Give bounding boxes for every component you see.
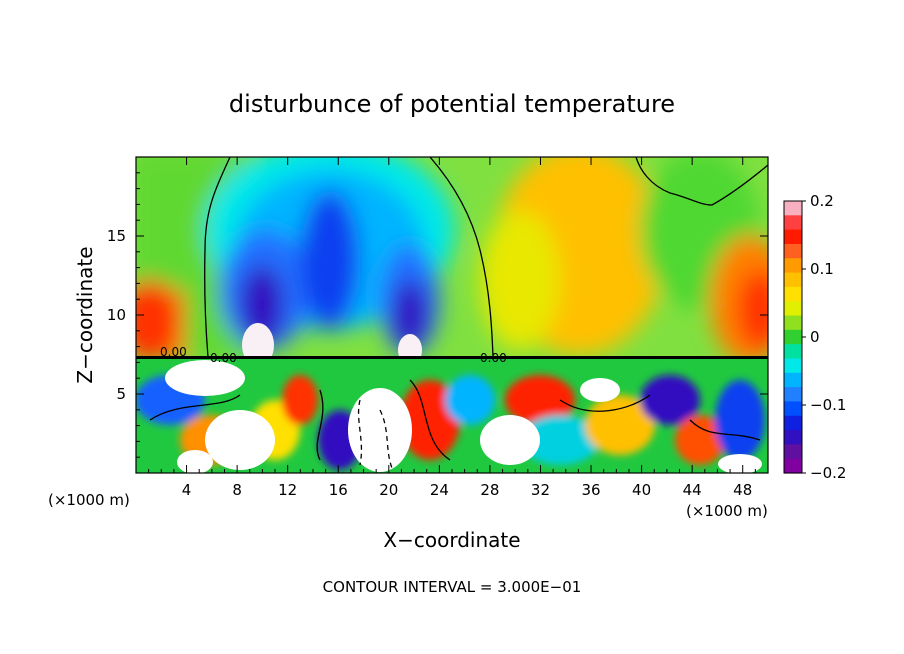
colorbar-swatch bbox=[784, 444, 802, 460]
x-tick-label: 44 bbox=[683, 481, 702, 499]
x-tick-label: 32 bbox=[531, 481, 550, 499]
contour-zero-upper-right bbox=[635, 157, 768, 206]
chart-title: disturbunce of potential temperature bbox=[229, 90, 675, 118]
colorbar-swatch bbox=[784, 372, 802, 388]
colorbar-swatch bbox=[784, 344, 802, 360]
colorbar-swatch bbox=[784, 329, 802, 345]
x-tick-label: 8 bbox=[232, 481, 242, 499]
colorbar-swatch bbox=[784, 415, 802, 431]
plot-area: 0.00 0.00 0.00 bbox=[136, 157, 768, 473]
layer-interface bbox=[136, 356, 768, 359]
contour-label: 0.00 bbox=[210, 351, 237, 365]
contour-lower-1 bbox=[149, 379, 761, 461]
x-tick-label: 12 bbox=[278, 481, 297, 499]
y-tick-label: 15 bbox=[107, 227, 126, 245]
colorbar-swatch bbox=[784, 358, 802, 374]
contour-lower-2 bbox=[357, 399, 393, 469]
neutral-regions bbox=[165, 360, 762, 473]
contour-lines bbox=[149, 157, 768, 469]
colorbar-swatch bbox=[784, 258, 802, 274]
contour-label: 0.00 bbox=[480, 351, 507, 365]
x-unit-left: (×1000 m) bbox=[48, 491, 130, 509]
contour-label: 0.00 bbox=[160, 345, 187, 359]
colorbar-swatch bbox=[784, 458, 802, 474]
x-tick-label: 28 bbox=[480, 481, 499, 499]
colorbar-tick-label: 0.2 bbox=[810, 192, 834, 210]
colorbar-tick-label: −0.2 bbox=[810, 464, 846, 482]
colorbar-ticks: 0.2 0.1 0 −0.1 −0.2 bbox=[802, 192, 846, 482]
colorbar-tick-label: 0.1 bbox=[810, 260, 834, 278]
colorbar bbox=[783, 200, 803, 474]
colorbar-swatch bbox=[784, 387, 802, 403]
colorbar-swatch bbox=[784, 243, 802, 259]
contour-labels: 0.00 0.00 0.00 bbox=[160, 345, 507, 365]
colorbar-swatch bbox=[784, 272, 802, 288]
colorbar-swatch bbox=[784, 301, 802, 317]
contour-zero-left bbox=[203, 157, 231, 358]
colorbar-swatch bbox=[784, 201, 802, 216]
colorbar-swatch bbox=[784, 430, 802, 445]
y-axis-ticks: 5 10 15 bbox=[107, 172, 768, 458]
x-axis-ticks: 4 8 12 16 20 24 28 32 36 40 44 48 bbox=[148, 157, 756, 499]
x-tick-label: 48 bbox=[733, 481, 752, 499]
y-tick-label: 5 bbox=[116, 385, 126, 403]
y-tick-label: 10 bbox=[107, 306, 126, 324]
contour-zero-mid bbox=[429, 157, 494, 358]
colorbar-tick-label: −0.1 bbox=[810, 396, 846, 414]
x-tick-label: 20 bbox=[379, 481, 398, 499]
x-tick-label: 16 bbox=[329, 481, 348, 499]
x-axis-label: X−coordinate bbox=[383, 528, 520, 552]
x-unit-right: (×1000 m) bbox=[686, 502, 768, 520]
colorbar-swatch bbox=[784, 401, 802, 417]
x-tick-label: 4 bbox=[182, 481, 192, 499]
y-axis-label: Z−coordinate bbox=[73, 246, 97, 383]
colorbar-swatch bbox=[784, 286, 802, 302]
contour-interval-note: CONTOUR INTERVAL = 3.000E−01 bbox=[323, 578, 582, 596]
x-tick-label: 24 bbox=[430, 481, 449, 499]
x-tick-label: 40 bbox=[632, 481, 651, 499]
colorbar-tick-label: 0 bbox=[810, 328, 820, 346]
colorbar-swatch bbox=[784, 229, 802, 245]
colorbar-swatch bbox=[784, 215, 802, 231]
field-upper-layer bbox=[136, 157, 768, 365]
colorbar-swatch bbox=[784, 315, 802, 331]
x-tick-label: 36 bbox=[581, 481, 600, 499]
